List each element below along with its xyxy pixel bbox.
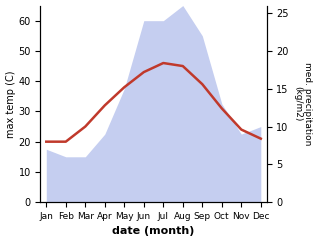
X-axis label: date (month): date (month) [112, 227, 195, 236]
Y-axis label: max temp (C): max temp (C) [5, 70, 16, 138]
Y-axis label: med. precipitation
(kg/m2): med. precipitation (kg/m2) [293, 62, 313, 145]
